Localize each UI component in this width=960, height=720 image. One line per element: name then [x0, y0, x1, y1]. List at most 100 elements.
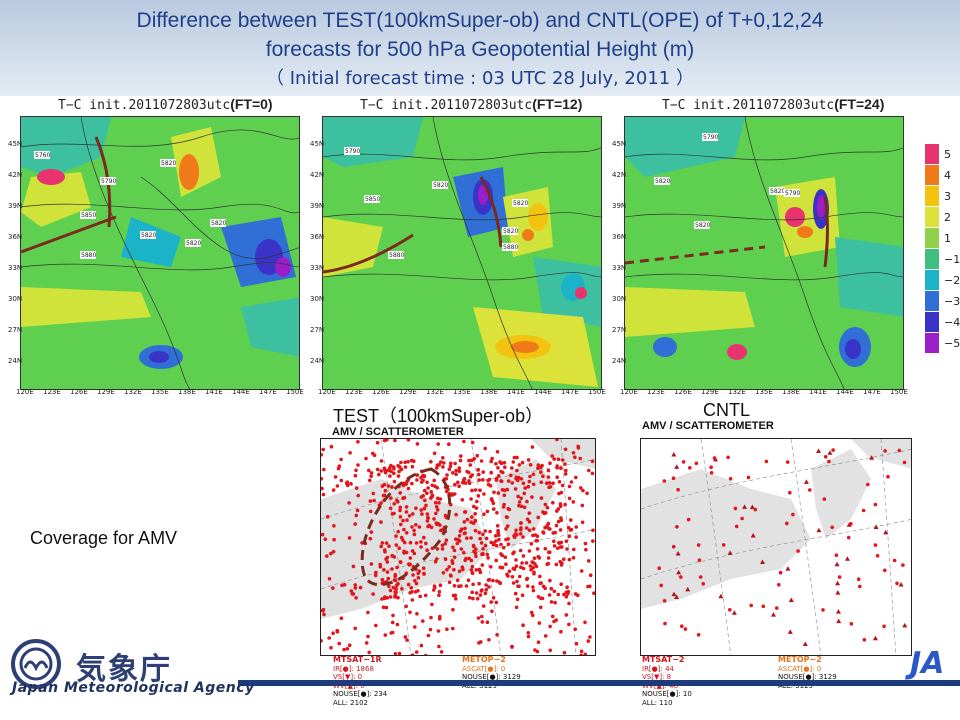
- amv-point: [822, 497, 827, 501]
- amv-point: [541, 655, 545, 656]
- amv-point: [488, 484, 493, 488]
- amv-point: [823, 455, 828, 459]
- amv-point: [849, 622, 854, 626]
- amv-point: [450, 561, 455, 565]
- stats-line: IR[●]: 1868: [333, 664, 374, 673]
- amv-point: [728, 608, 732, 612]
- amv-point: [727, 550, 733, 555]
- amv-point: [518, 532, 523, 536]
- amv-point: [494, 478, 499, 482]
- amv-point: [497, 474, 501, 478]
- lon-tick-label: 150E: [286, 388, 304, 396]
- amv-point: [434, 521, 439, 525]
- amv-point: [568, 528, 573, 532]
- amv-point: [548, 624, 552, 629]
- amv-point: [405, 479, 409, 484]
- stats-line: VS[▼]: 0: [333, 673, 363, 681]
- amv-point: [560, 545, 564, 549]
- amv-point: [491, 542, 496, 547]
- height-diff-map-ft24: 5790 5820 5820 5820 5790: [624, 116, 904, 390]
- amv-point: [394, 534, 398, 538]
- amv-point: [388, 595, 393, 599]
- amv-point: [547, 526, 551, 531]
- amv-point: [552, 589, 557, 594]
- amv-point: [457, 539, 462, 543]
- amv-point: [518, 548, 523, 553]
- amv-point: [410, 481, 414, 486]
- lon-tick-label: 129E: [701, 388, 719, 396]
- amv-point: [844, 556, 850, 561]
- stats-line: ASCAT[●]: 0: [462, 664, 506, 673]
- colorbar-swatch: [925, 249, 939, 269]
- svg-text:5850: 5850: [81, 212, 96, 219]
- amv-point: [390, 512, 395, 516]
- amv-point: [423, 498, 427, 503]
- amv-point: [392, 578, 397, 582]
- amv-point: [483, 446, 487, 451]
- amv-point: [389, 463, 393, 468]
- amv-point: [327, 577, 332, 581]
- amv-point: [675, 550, 681, 556]
- amv-point: [502, 493, 507, 498]
- amv-point: [457, 469, 462, 473]
- title-line-1: Difference between TEST(100kmSuper-ob) a…: [136, 9, 824, 32]
- amv-point: [882, 624, 886, 629]
- amv-point: [354, 486, 359, 490]
- amv-point: [389, 631, 393, 635]
- amv-point: [471, 596, 475, 601]
- colorbar-swatch: [925, 333, 939, 353]
- amv-point: [574, 535, 578, 539]
- amv-point: [382, 439, 387, 443]
- map-panel-ft0: T−C init.2011072803utc(FT=0): [0, 96, 310, 396]
- amv-point: [553, 600, 557, 605]
- amv-point: [473, 519, 478, 523]
- amv-point: [698, 575, 703, 579]
- amv-point: [546, 475, 551, 479]
- amv-point: [410, 549, 415, 553]
- amv-point: [524, 561, 529, 565]
- amv-point: [438, 583, 443, 587]
- amv-point: [426, 633, 431, 638]
- amv-point: [395, 565, 399, 570]
- amv-point: [339, 457, 343, 462]
- contour-label: 5790: [344, 147, 360, 155]
- amv-point: [538, 605, 543, 610]
- amv-point: [395, 498, 399, 503]
- amv-point: [550, 614, 555, 619]
- amv-point: [803, 479, 809, 484]
- amv-point: [387, 544, 391, 548]
- amv-point: [539, 470, 543, 474]
- amv-point: [492, 507, 496, 511]
- amv-point: [511, 566, 516, 571]
- amv-point: [396, 595, 400, 600]
- amv-point: [401, 496, 405, 501]
- amv-point: [422, 474, 427, 478]
- amv-point: [557, 480, 562, 484]
- amv-point: [886, 474, 890, 479]
- amv-point: [529, 610, 534, 615]
- amv-point: [506, 479, 511, 483]
- amv-point: [872, 635, 878, 641]
- amv-point: [390, 620, 395, 625]
- amv-point: [554, 562, 559, 567]
- amv-point: [469, 568, 474, 572]
- amv-point: [459, 454, 463, 458]
- amv-point: [425, 480, 429, 485]
- amv-point: [479, 459, 484, 463]
- amv-point: [462, 477, 467, 481]
- amv-point: [553, 530, 557, 535]
- amv-point: [532, 556, 537, 560]
- amv-point: [383, 470, 388, 475]
- amv-point: [492, 490, 496, 495]
- amv-point: [472, 544, 476, 549]
- amv-point: [398, 560, 403, 565]
- amv-point: [728, 477, 733, 481]
- amv-point: [460, 498, 465, 502]
- stats-line: ALL: 110: [642, 698, 673, 707]
- stats-head: MTSAT−1R: [333, 655, 382, 664]
- amv-point: [562, 592, 566, 597]
- amv-point: [588, 573, 593, 577]
- amv-point: [351, 564, 356, 569]
- amv-point: [701, 582, 705, 586]
- amv-point: [389, 469, 393, 474]
